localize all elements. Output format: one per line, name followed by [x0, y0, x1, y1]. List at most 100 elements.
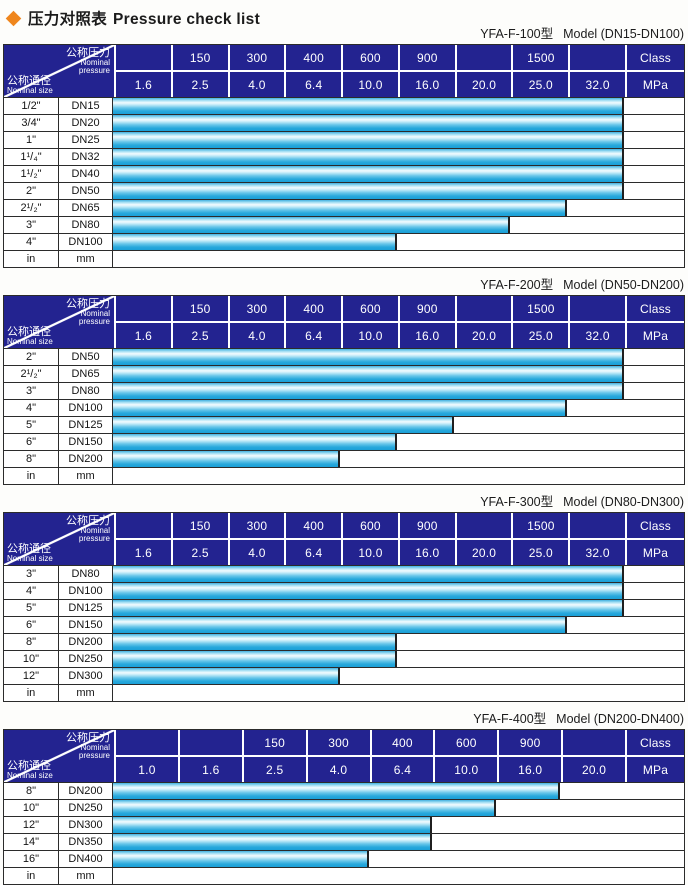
class-row-cell [456, 513, 512, 538]
pressure-range-bar [113, 234, 397, 250]
pressure-range-bar [113, 417, 454, 433]
size-cell: 5" [4, 417, 59, 433]
class-row-cell: 600 [343, 513, 398, 538]
class-row-cell: 1500 [513, 513, 569, 538]
dn-cell: DN250 [59, 651, 113, 667]
class-column-area [624, 183, 684, 199]
bar-area [113, 851, 624, 867]
bar-area [113, 234, 624, 250]
class-row-cell: 600 [435, 730, 498, 755]
unit-row: in mm [4, 468, 684, 484]
nominal-size-en: Nominal size [7, 554, 53, 563]
mpa-row-cell: 6.4 [371, 757, 434, 782]
size-cell: in [4, 251, 59, 267]
model-dn-range: Model (DN15-DN100) [563, 27, 684, 41]
size-cell: 2¹/₂" [4, 366, 59, 382]
table-row: 5" DN125 [4, 600, 684, 617]
size-cell: 16" [4, 851, 59, 867]
class-column-area [624, 98, 684, 114]
table-body: 8" DN200 10" DN250 12" DN300 14" DN350 16" DN400 i… [4, 783, 684, 884]
bar-area [113, 817, 624, 833]
dn-cell: DN40 [59, 166, 113, 182]
size-cell: 1¹/₂" [4, 166, 59, 182]
mpa-row-cell: 16.0 [399, 72, 455, 97]
pressure-range-bar [113, 834, 433, 850]
nominal-size-en: Nominal size [7, 771, 53, 780]
bar-area [113, 800, 624, 816]
bar-area [113, 200, 624, 216]
model-dn-range: Model (DN200-DN400) [556, 712, 684, 726]
class-column-area [624, 115, 684, 131]
bar-area [113, 600, 624, 616]
mpa-row-cell: 4.0 [229, 72, 285, 97]
table-header: 公称压力 Nominal pressure 公称通径 Nominal size … [4, 513, 684, 566]
unit-row: in mm [4, 868, 684, 884]
size-cell: 6" [4, 617, 59, 633]
class-row-cell: 600 [343, 296, 398, 321]
size-cell: 12" [4, 668, 59, 684]
class-column-area [624, 251, 684, 267]
pressure-range-bar [113, 566, 624, 582]
mpa-row-cell: 10.0 [343, 72, 398, 97]
size-cell: 5" [4, 600, 59, 616]
class-column-area [624, 868, 684, 884]
dn-cell: DN25 [59, 132, 113, 148]
table-row: 10" DN250 [4, 800, 684, 817]
class-row-cell: 400 [286, 45, 342, 70]
pressure-range-bar [113, 200, 568, 216]
table-row: 1¹/₂" DN40 [4, 166, 684, 183]
pressure-range-bar [113, 349, 624, 365]
nominal-size-label: 公称通径 Nominal size [7, 543, 53, 563]
mpa-row-cell: 10.0 [343, 540, 398, 565]
size-cell: 2" [4, 183, 59, 199]
size-cell: in [4, 468, 59, 484]
nominal-size-en: Nominal size [7, 86, 53, 95]
bar-area [113, 400, 624, 416]
bar-area [113, 132, 624, 148]
class-column-area [624, 817, 684, 833]
table-row: 12" DN300 [4, 668, 684, 685]
pressure-range-bar [113, 400, 568, 416]
table-header: 公称压力 Nominal pressure 公称通径 Nominal size … [4, 45, 684, 98]
pressure-table-section: YFA-F-300型 Model (DN80-DN300) 公称压力 Nomina… [3, 495, 685, 702]
dn-cell: DN100 [59, 234, 113, 250]
table-row: 2¹/₂" DN65 [4, 200, 684, 217]
class-row-cell: 150 [172, 513, 228, 538]
class-column-area [624, 583, 684, 599]
pressure-range-bar [113, 434, 397, 450]
model-label: YFA-F-400型 Model (DN200-DN400) [3, 712, 684, 727]
class-row-cell: 300 [229, 296, 285, 321]
table-row: 8" DN200 [4, 783, 684, 800]
mpa-unit-cell: MPa [627, 757, 684, 782]
class-row-cell: 150 [172, 296, 228, 321]
model-dn-range: Model (DN50-DN200) [563, 278, 684, 292]
unit-row: in mm [4, 685, 684, 701]
model-label: YFA-F-300型 Model (DN80-DN300) [3, 495, 684, 510]
class-row-cell: 900 [399, 513, 455, 538]
class-row-cell: 900 [399, 45, 455, 70]
class-column-area [624, 200, 684, 216]
bar-area [113, 434, 624, 450]
class-row-cell [570, 513, 625, 538]
class-column-area [624, 685, 684, 701]
class-column-area [624, 166, 684, 182]
pressure-range-bar [113, 668, 341, 684]
nominal-pressure-label: 公称压力 Nominal pressure [66, 515, 110, 543]
bar-area [113, 834, 624, 850]
nominal-pressure-en2: pressure [78, 534, 110, 543]
bar-area [113, 183, 624, 199]
class-column-area [624, 668, 684, 684]
dn-cell: DN350 [59, 834, 113, 850]
table-header: 公称压力 Nominal pressure 公称通径 Nominal size … [4, 296, 684, 349]
pressure-range-bar [113, 634, 397, 650]
class-row-cell [116, 45, 171, 70]
size-cell: 2¹/₂" [4, 200, 59, 216]
class-column-area [624, 566, 684, 582]
class-column-area [624, 383, 684, 399]
class-row-cell: 300 [229, 513, 285, 538]
dn-cell: DN400 [59, 851, 113, 867]
size-cell: 4" [4, 234, 59, 250]
table-row: 4" DN100 [4, 400, 684, 417]
class-column-area [624, 434, 684, 450]
